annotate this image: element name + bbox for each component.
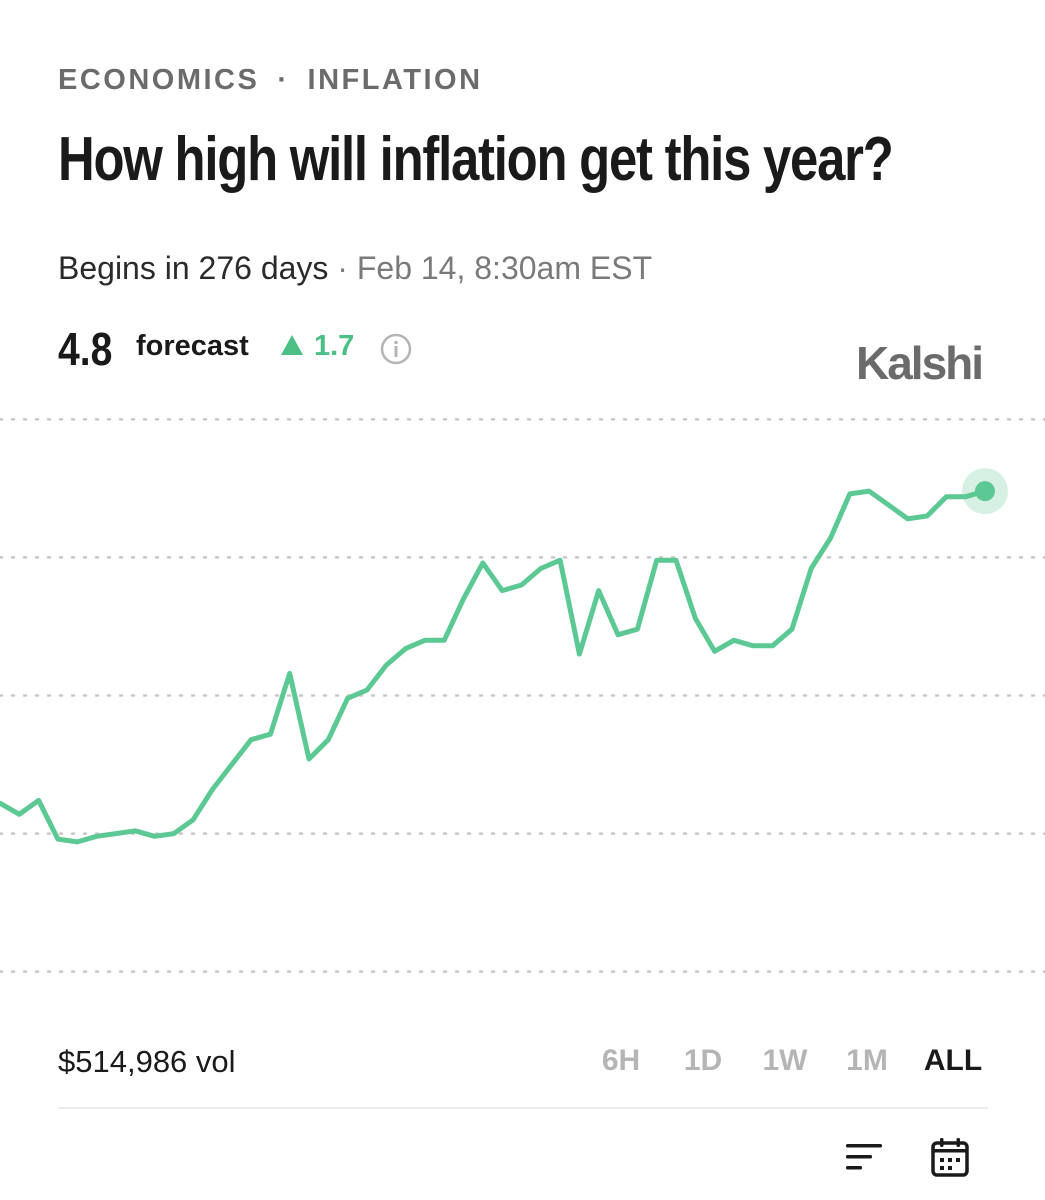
range-button[interactable]: 6H [601, 1044, 641, 1077]
range-button[interactable]: 1M [846, 1044, 888, 1077]
divider [58, 1107, 988, 1109]
range-selector: 6H 1D 1W 1M ALL [580, 1044, 998, 1078]
sort-icon[interactable] [844, 1140, 884, 1174]
range-button[interactable]: 1W [762, 1044, 808, 1077]
up-arrow [281, 335, 303, 355]
separator: · [337, 250, 348, 286]
forecast-change: 1.7 [280, 330, 354, 363]
breadcrumb: ECONOMICS · INFLATION [58, 64, 501, 97]
range-button[interactable]: ALL [923, 1044, 983, 1077]
info-icon[interactable] [380, 333, 412, 365]
category[interactable]: ECONOMICS [58, 64, 260, 96]
price-line [0, 488, 988, 845]
subcategory[interactable]: INFLATION [307, 64, 483, 96]
separator: · [277, 64, 290, 96]
begins-row: Begins in 276 days · Feb 14, 8:30am EST [58, 250, 652, 287]
begins: Begins in 276 days [58, 250, 329, 286]
date: Feb 14, 8:30am EST [356, 250, 653, 286]
range-button[interactable]: 1D [683, 1044, 723, 1077]
forecast-value: 4.8 [58, 323, 113, 375]
volume: $514,986 vol [58, 1044, 236, 1079]
forecast-label: forecast [136, 330, 249, 362]
brand-logo[interactable]: Kalshi [856, 337, 984, 389]
market-title: How high will inflation get this year? [58, 125, 894, 194]
last-point [975, 481, 995, 502]
change-value: 1.7 [314, 330, 355, 362]
calendar-icon[interactable] [930, 1136, 970, 1178]
chart [0, 418, 1045, 973]
